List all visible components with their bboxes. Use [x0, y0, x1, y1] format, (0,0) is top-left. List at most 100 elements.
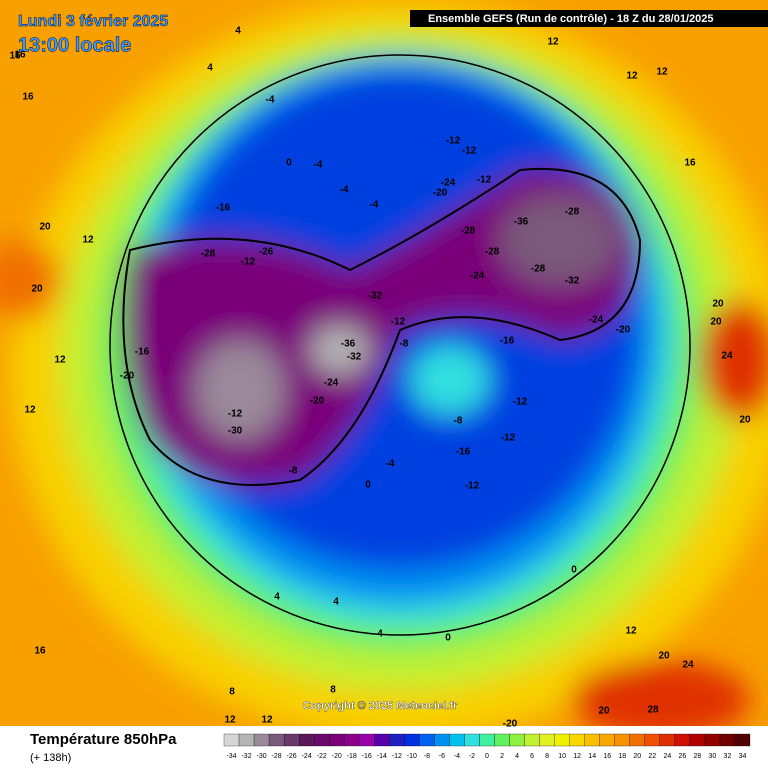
contour-label: 12	[82, 235, 94, 246]
contour-label: 28	[647, 705, 659, 716]
contour-label: -12	[446, 136, 461, 147]
contour-label: -4	[314, 160, 323, 171]
contour-label: 4	[207, 63, 213, 74]
contour-label: -28	[565, 207, 580, 218]
legend-swatch	[389, 733, 405, 747]
legend-label: -10	[407, 753, 417, 760]
legend-swatch	[374, 733, 390, 747]
contour-label: 20	[39, 222, 51, 233]
legend-swatch	[584, 733, 600, 747]
contour-label: -20	[120, 371, 135, 382]
contour-label: 20	[658, 651, 670, 662]
legend-swatch	[509, 733, 525, 747]
contour-label: -32	[565, 276, 580, 287]
contour-label: -12	[391, 317, 406, 328]
legend-label: 8	[545, 753, 549, 760]
legend-label: -4	[454, 753, 460, 760]
contour-label: -28	[461, 226, 476, 237]
legend-label: 6	[530, 753, 534, 760]
legend-swatch	[719, 733, 736, 747]
contour-label: -12	[241, 257, 256, 268]
legend-swatch	[359, 733, 375, 747]
contour-label: 0	[571, 565, 577, 576]
legend-swatch	[494, 733, 510, 747]
contour-label: 16	[34, 646, 46, 657]
contour-label: -4	[386, 459, 395, 470]
contour-label: -26	[259, 247, 274, 258]
isotherm	[109, 54, 691, 636]
contour-label: 20	[710, 317, 722, 328]
contour-label: -8	[400, 339, 409, 350]
legend-label: -16	[362, 753, 372, 760]
contour-label: 12	[656, 67, 668, 78]
contour-label: -30	[228, 426, 243, 437]
legend-label: 14	[588, 753, 596, 760]
legend-swatch	[479, 733, 495, 747]
contour-label: -12	[501, 433, 516, 444]
local-time: 13:00 locale	[18, 34, 131, 56]
legend-label: 34	[739, 753, 747, 760]
legend-label: 10	[558, 753, 566, 760]
contour-label: 20	[598, 706, 610, 717]
legend-label: -6	[439, 753, 445, 760]
legend-swatch	[464, 733, 480, 747]
contour-label: -24	[324, 378, 339, 389]
legend-label: 20	[633, 753, 641, 760]
contour-label: -20	[433, 188, 448, 199]
legend-label: -30	[257, 753, 267, 760]
lead-time: (+ 138h)	[30, 752, 71, 764]
temperature-field	[0, 0, 768, 726]
legend-swatch	[268, 733, 285, 747]
legend-label: 2	[500, 753, 504, 760]
legend-label: -12	[392, 753, 402, 760]
legend-swatch	[238, 733, 255, 747]
contour-label: -12	[228, 409, 243, 420]
legend-label: 22	[648, 753, 656, 760]
run-box	[410, 10, 768, 27]
legend-label: 24	[663, 753, 671, 760]
legend-swatch	[674, 733, 691, 747]
legend-swatch	[404, 733, 420, 747]
contour-label: 8	[229, 687, 235, 698]
contour-label: 4	[333, 597, 339, 608]
legend-label: -14	[377, 753, 387, 760]
legend-swatch	[419, 733, 435, 747]
contour-label: 16	[684, 158, 696, 169]
legend-swatch	[629, 733, 645, 747]
contour-label: -28	[485, 247, 500, 258]
contour-label: -16	[216, 203, 231, 214]
legend-swatch	[644, 733, 660, 747]
contour-label: 12	[626, 71, 638, 82]
contour-label: -16	[456, 447, 471, 458]
copyright: Copyright © 2025 Meteociel.fr	[303, 700, 459, 712]
contour-label: 0	[445, 633, 451, 644]
contour-label: -32	[368, 291, 383, 302]
contour-label: -36	[514, 217, 529, 228]
contour-label: 16	[22, 92, 34, 103]
legend-swatch	[539, 733, 555, 747]
legend-label: 28	[694, 753, 702, 760]
legend-label: 18	[618, 753, 626, 760]
contour-label: -12	[462, 146, 477, 157]
contour-label: -36	[341, 339, 356, 350]
legend-swatch	[314, 733, 330, 747]
isotherm	[122, 167, 642, 486]
contour-label: 24	[682, 660, 694, 671]
color-legend: -34 -32 -30 -28 -26 -24 -22 -20 -18 -16 -14 -12 -10-…	[223, 733, 751, 760]
contour-label: 8	[330, 685, 336, 696]
contour-label: -12	[465, 481, 480, 492]
legend-swatch	[329, 733, 345, 747]
legend-label: -34	[226, 753, 236, 760]
legend-label: 4	[515, 753, 519, 760]
legend-label: -20	[332, 753, 342, 760]
contour-label: 12	[24, 405, 36, 416]
legend-label: -2	[469, 753, 475, 760]
legend-label: -24	[302, 753, 312, 760]
legend-swatch	[704, 733, 721, 747]
legend-swatch	[298, 733, 315, 747]
legend-label: 0	[485, 753, 489, 760]
legend-swatch	[569, 733, 585, 747]
date: Lundi 3 février 2025	[18, 13, 168, 30]
contour-label: -16	[500, 336, 515, 347]
contour-label: 4	[377, 629, 383, 640]
